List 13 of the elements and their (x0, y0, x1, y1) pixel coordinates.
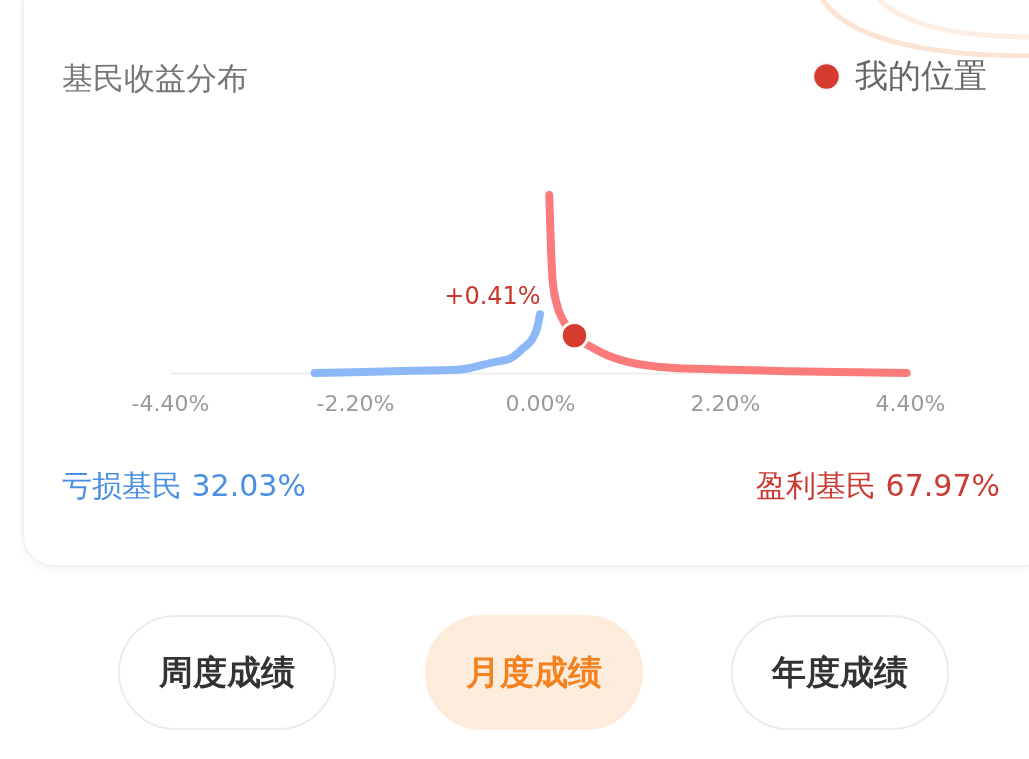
legend-label: 我的位置 (855, 55, 987, 95)
x-tick-label: 2.20% (690, 390, 761, 416)
x-tick-label: 4.40% (875, 390, 946, 416)
annotation: +0.41% (444, 281, 541, 310)
x-tick-label: -4.40% (131, 390, 210, 416)
text: 盈利基民 67.97% (756, 467, 1000, 505)
tab-button: 年度成绩 (731, 615, 949, 730)
x-tick-label: 0.00% (505, 390, 576, 416)
x-tick-label: -2.20% (316, 390, 395, 416)
chart-title: 基民收益分布 (62, 59, 248, 98)
text: 亏损基民 32.03% (62, 467, 306, 505)
tab-button: 月度成绩 (425, 615, 643, 730)
tab-button: 周度成绩 (118, 615, 336, 730)
